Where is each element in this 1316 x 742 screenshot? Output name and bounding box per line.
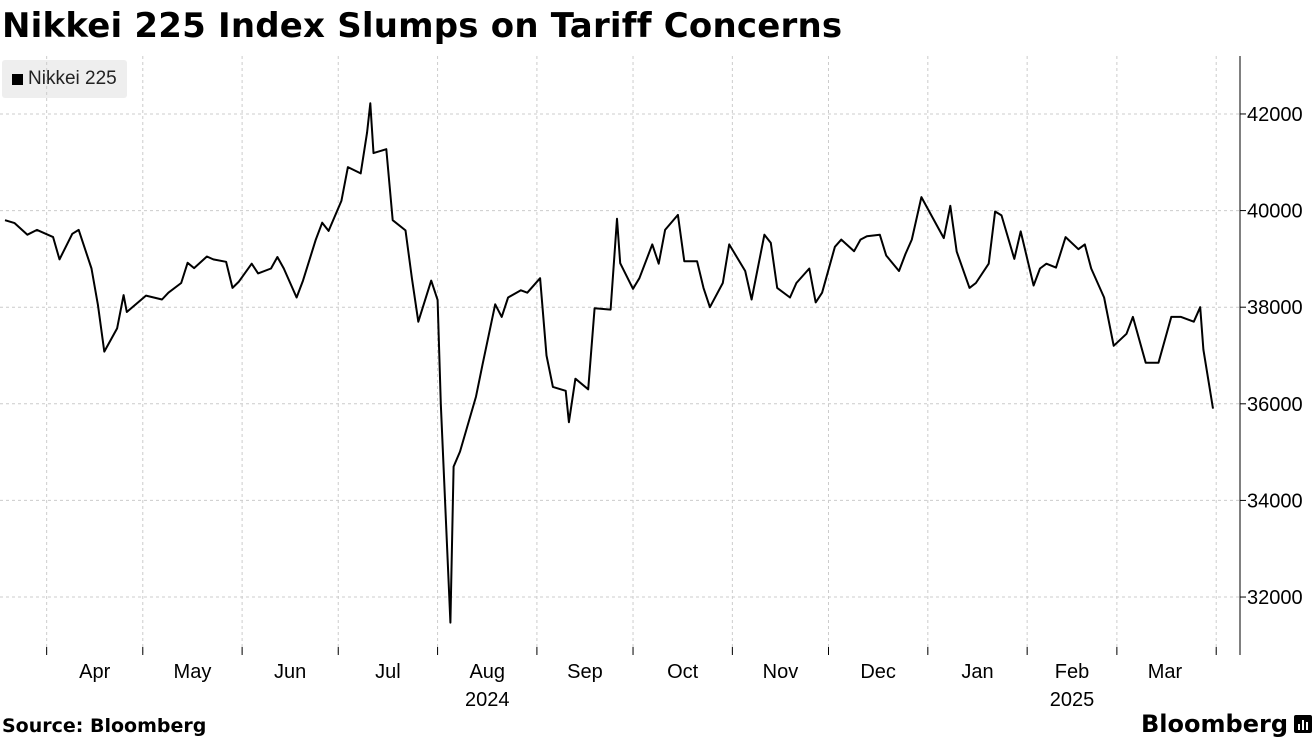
x-tick-label: Oct: [667, 661, 699, 683]
y-tick-label: 34000: [1247, 490, 1303, 512]
legend-swatch-icon: [12, 73, 23, 85]
x-year-label: 2024: [465, 689, 510, 711]
series-line-nikkei-225: [4, 102, 1214, 624]
chart-title: Nikkei 225 Index Slumps on Tariff Concer…: [2, 6, 843, 46]
y-axis: 32000 34000 36000 38000 40000 42000: [1240, 104, 1303, 609]
y-tick-label: 38000: [1247, 297, 1303, 319]
x-tick-label: Mar: [1148, 661, 1183, 683]
bloomberg-bars-icon: [1294, 715, 1312, 733]
y-tick-label: 40000: [1247, 201, 1303, 223]
x-tick-label: Apr: [79, 661, 110, 683]
x-axis: Apr May Jun Jul Aug Sep Oct Nov Dec Jan Feb Mar 2024…: [46, 647, 1217, 711]
x-tick-label: Dec: [860, 661, 896, 683]
x-tick-label: Jan: [961, 661, 993, 683]
y-tick-label: 36000: [1247, 394, 1303, 416]
x-tick-label: May: [174, 661, 212, 683]
x-year-label: 2025: [1050, 689, 1095, 711]
x-tick-label: Feb: [1055, 661, 1089, 683]
bloomberg-logo: Bloomberg: [1141, 706, 1312, 742]
legend: Nikkei 225: [2, 60, 127, 98]
grid: [0, 56, 1240, 655]
y-tick-label: 42000: [1247, 104, 1303, 126]
x-tick-label: Jul: [375, 661, 401, 683]
x-tick-label: Nov: [763, 661, 799, 683]
y-tick-label: 32000: [1247, 587, 1303, 609]
source-note: Source: Bloomberg: [2, 715, 207, 737]
brand-label: Bloomberg: [1141, 710, 1288, 738]
x-tick-label: Aug: [469, 661, 505, 683]
legend-label: Nikkei 225: [28, 68, 117, 89]
x-tick-label: Sep: [567, 661, 603, 683]
x-tick-label: Jun: [274, 661, 306, 683]
